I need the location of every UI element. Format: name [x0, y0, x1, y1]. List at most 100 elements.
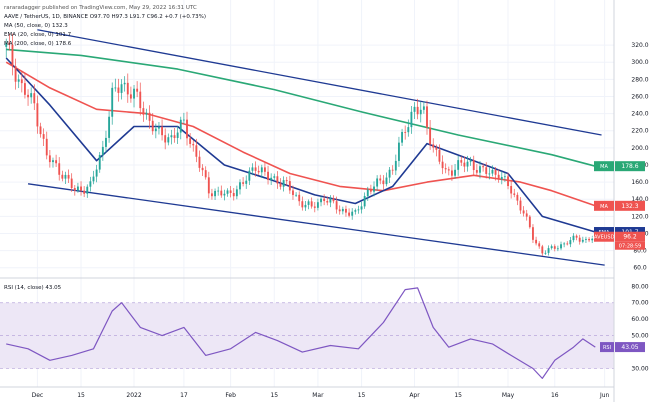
candle-body — [70, 178, 73, 189]
candle-body — [288, 181, 291, 191]
candle-body — [354, 210, 357, 212]
candle-body — [538, 243, 541, 247]
candle-body — [251, 167, 254, 171]
candle-body — [80, 186, 82, 191]
candle-body — [120, 84, 123, 93]
candle-body — [329, 198, 332, 203]
time-tick-label: Dec — [32, 392, 44, 399]
ma-line — [5, 61, 596, 207]
moving-averages — [5, 48, 596, 233]
candle-body — [475, 170, 478, 173]
candle-body — [95, 169, 98, 177]
candle-body — [55, 160, 58, 164]
rsi-axis: 30.00 50.00 60.00 70.00 80.00 — [631, 283, 648, 372]
candle-body — [307, 201, 310, 205]
candle-body — [313, 206, 316, 208]
candle-body — [126, 82, 129, 95]
legend-ema20: EMA (20, close, 0) 101.7 — [4, 32, 72, 38]
candle-body — [229, 190, 232, 193]
candle-body — [27, 94, 29, 98]
candle-body — [226, 190, 229, 194]
candle-body — [416, 106, 419, 115]
candle-body — [401, 132, 403, 143]
candle-body — [248, 170, 251, 181]
candle-body — [438, 149, 441, 162]
candle-body — [316, 202, 319, 208]
candle-body — [170, 135, 173, 138]
price-tick-label: 300.0 — [631, 59, 648, 66]
candle-body — [572, 235, 575, 241]
rsi-tag-value-box — [615, 342, 645, 353]
candle-body — [544, 252, 547, 254]
candle-body — [189, 138, 192, 144]
candle-body — [239, 182, 241, 190]
candle-body — [276, 176, 279, 184]
ma-line — [5, 57, 596, 233]
rsi-tag-name-box — [600, 342, 614, 353]
candle-body — [497, 174, 500, 180]
candle-body — [192, 143, 195, 146]
time-tick-label: Apr — [409, 392, 420, 399]
candle-body — [581, 239, 584, 242]
candle-body — [45, 138, 48, 156]
price-tag-name: AAVEUSDT — [591, 235, 619, 241]
candle-body — [198, 156, 201, 168]
candle-body — [528, 216, 531, 228]
price-tick-label: 240.0 — [631, 111, 648, 118]
candle-body — [320, 198, 322, 203]
candle-body — [410, 111, 413, 128]
time-tick-label: Jun — [599, 392, 610, 399]
rsi-tick-label: 50.00 — [631, 333, 648, 340]
candle-body — [363, 196, 366, 207]
candle-body — [556, 248, 559, 250]
candle-body — [114, 87, 117, 89]
candle-body — [42, 134, 45, 139]
candle-body — [460, 160, 463, 163]
candle-body — [394, 160, 397, 171]
legend-ma50: MA (50, close, 0) 132.3 — [4, 23, 68, 29]
candle-body — [158, 126, 160, 129]
candle-body — [382, 180, 385, 185]
candle-body — [547, 248, 550, 253]
time-tick-label: Mar — [312, 392, 324, 399]
candle-body — [173, 135, 176, 138]
candle-body — [575, 235, 578, 238]
candle-body — [351, 211, 354, 216]
candle-body — [83, 190, 86, 194]
price-tick-label: 60.0 — [633, 265, 647, 272]
price-tag-name-box — [594, 231, 614, 242]
candle-body — [519, 200, 522, 211]
candle-body — [326, 201, 329, 203]
candle-body — [11, 44, 14, 67]
candle-body — [516, 194, 519, 201]
candle-body — [569, 240, 572, 245]
candle-body — [494, 169, 497, 175]
candle-body — [535, 239, 538, 244]
candle-body — [373, 186, 375, 192]
candle-body — [64, 174, 67, 179]
candle-body — [482, 166, 485, 168]
candle-body — [182, 119, 185, 121]
candle-body — [553, 246, 556, 249]
candle-body — [388, 169, 391, 178]
time-tick-label: Feb — [225, 392, 236, 399]
price-tick-label: 220.0 — [631, 128, 648, 135]
candle-body — [304, 204, 307, 208]
time-tick-label: 2022 — [126, 392, 141, 399]
price-tag-value: 132.3 — [621, 203, 638, 210]
candle-body — [214, 190, 216, 197]
time-tick-label: 17 — [180, 392, 188, 399]
candle-body — [142, 108, 145, 115]
candle-body — [454, 169, 456, 176]
candle-body — [220, 190, 223, 196]
candle-body — [111, 87, 114, 117]
trendlines — [27, 29, 605, 266]
candle-body — [310, 201, 313, 207]
candle-body — [36, 103, 39, 127]
candle-body — [223, 193, 226, 196]
candle-body — [503, 176, 506, 178]
candle-body — [139, 91, 142, 109]
candle-body — [98, 154, 101, 170]
candle-body — [345, 208, 347, 213]
